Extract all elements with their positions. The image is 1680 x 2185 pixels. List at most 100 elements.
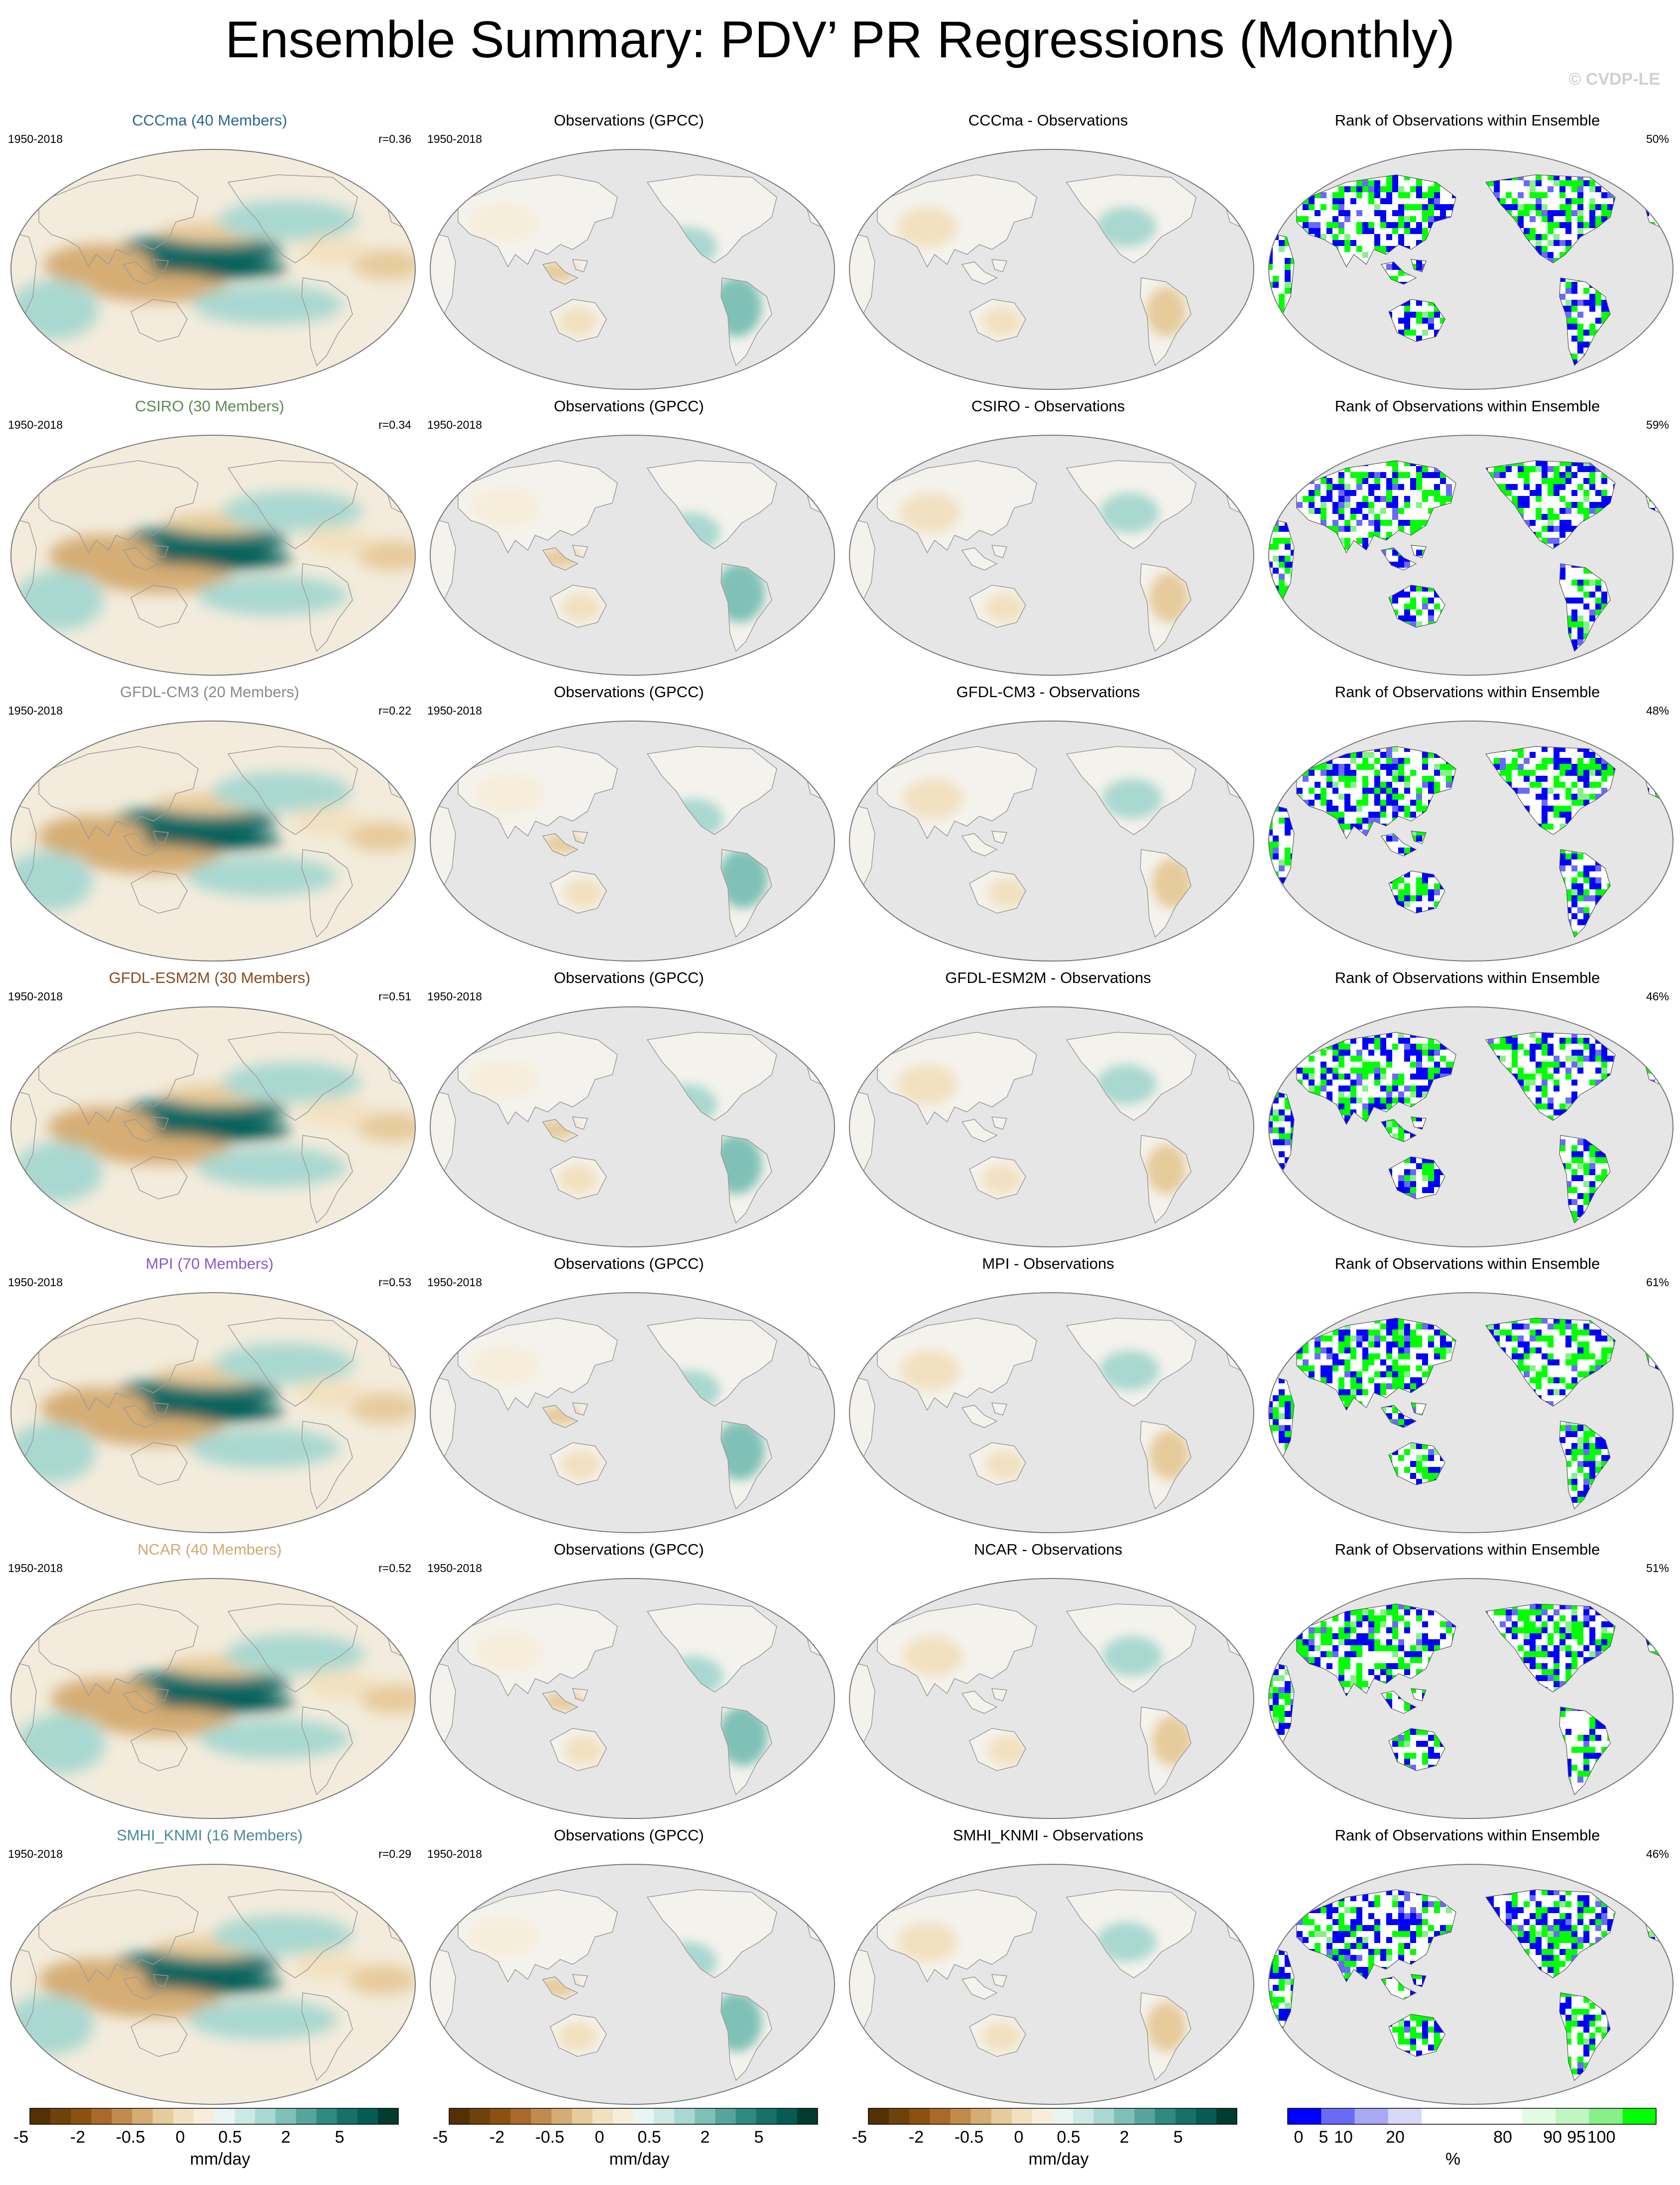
rank-pixel [1368,222,1374,228]
rank-pixel [1583,627,1589,633]
rank-pixel [1380,210,1386,216]
rank-pixel [1309,204,1315,210]
rank-pixel [1571,883,1577,889]
rank-pixel [1643,913,1649,919]
rank-pixel [1398,472,1404,478]
rank-pixel [1273,794,1279,800]
rank-pixel [1560,812,1565,818]
rank-pixel [1577,794,1583,800]
rank-pixel [1548,824,1554,830]
rank-pixel [1386,770,1392,776]
rank-pixel [1398,895,1404,901]
rank-pixel [1422,598,1428,604]
rank-pixel [1374,782,1380,788]
rank-pixel [1320,1086,1326,1092]
field-blob [212,772,352,812]
rank-pixel [1577,895,1583,901]
rank-pixel [1589,770,1595,776]
rank-pixel [1655,746,1661,752]
rank-pixel [1625,633,1631,639]
rank-pixel [1530,466,1536,472]
rank-pixel [1269,895,1273,901]
rank-pixel [1269,294,1273,300]
rank-pixel [1344,210,1350,216]
field-blob [38,816,147,857]
rank-pixel [1571,639,1577,645]
rank-pixel [1279,472,1285,478]
rank-pixel [1320,502,1326,508]
rank-pixel [1309,657,1315,663]
rank-pixel [1344,824,1350,830]
rank-pixel [1362,1062,1368,1068]
rank-pixel [1655,609,1661,615]
rank-pixel [1613,737,1619,740]
rank-pixel [1577,764,1583,770]
rank-pixel [1338,186,1344,192]
rank-pixel [1673,925,1675,931]
field-blob [982,1164,1022,1194]
rank-pixel [1269,806,1273,812]
rank-pixel [1309,228,1315,234]
rank-pixel [1368,484,1374,490]
rank-pixel [1291,633,1297,639]
rank-pixel [1589,472,1595,478]
rank-pixel [1285,895,1291,901]
rank-pixel [1565,240,1571,246]
rank-pixel [1583,770,1589,776]
map-border [10,149,416,390]
rank-pixel [1338,168,1344,174]
rank-pixel [1542,758,1548,764]
rank-pixel [1279,246,1285,252]
rank-pixel [1303,627,1309,633]
rank-pixel [1269,1097,1273,1103]
rank-pixel [1548,222,1554,228]
rank-pixel [1269,794,1273,800]
rank-pixel [1332,782,1338,788]
rank-pixel [1565,764,1571,770]
rank-pixel [1548,508,1554,514]
panel-model: CSIRO (30 Members) 1950-2018 r=0.34 [0,396,419,682]
rank-pixel [1595,604,1601,609]
period-label: 1950-2018 [8,704,63,717]
rank-pixel [1410,1062,1416,1068]
rank-pixel [1649,633,1655,639]
rank-pixel [1506,1044,1512,1050]
rank-pixel [1297,165,1303,168]
rank-pixel [1320,192,1326,198]
rank-pixel [1404,306,1410,312]
rank-pixel [1269,925,1273,931]
rank-pixel [1380,1068,1386,1074]
rank-pixel [1320,354,1326,360]
rank-pixel [1428,782,1434,788]
rank-pixel [1589,300,1595,306]
rank-pixel [1643,342,1649,348]
rank-pixel [1273,889,1279,895]
rank-pixel [1673,734,1675,740]
rank-pixel [1673,526,1675,532]
rank-pixel [1386,1092,1392,1097]
rank-pixel [1344,806,1350,812]
rank-pixel [1273,282,1279,288]
rank-pixel [1404,312,1410,318]
copyright-label: © CVDP-LE [1568,70,1660,89]
rank-pixel [1560,240,1565,246]
rank-pixel [1577,943,1583,949]
rank-pixel [1273,907,1279,913]
rank-pixel [1673,746,1675,752]
rank-pixel [1416,264,1422,270]
rank-pixel [1392,598,1398,604]
rank-pixel [1380,1038,1386,1044]
rank-pixel [1554,466,1560,472]
rank-pixel [1554,472,1560,478]
rank-pixel [1601,490,1607,496]
rank-pixel [1643,186,1649,192]
rank-pixel [1589,210,1595,216]
rank-pixel [1506,204,1512,210]
rank-pixel [1667,1050,1673,1056]
rank-pixel [1398,776,1404,782]
rank-pixel [1356,800,1362,806]
rank-pixel [1416,1068,1422,1074]
rank-pixel [1667,478,1673,484]
rank-pixel [1589,1080,1595,1086]
rank-pixel [1595,490,1601,496]
